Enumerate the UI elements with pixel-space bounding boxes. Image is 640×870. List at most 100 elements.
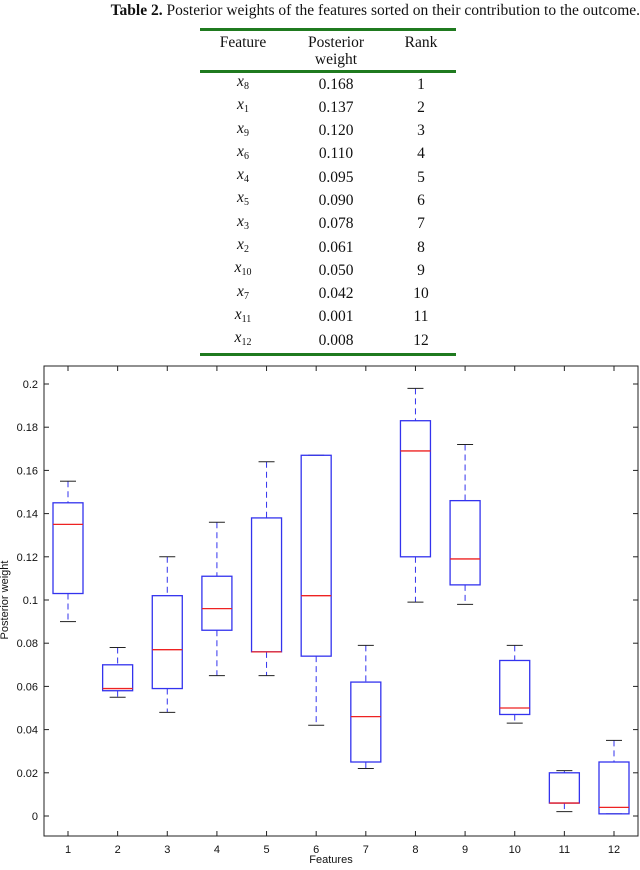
- feature-subscript: 8: [243, 81, 249, 92]
- feature-cell: x12: [200, 329, 286, 354]
- feature-cell: x6: [200, 143, 286, 166]
- rank-cell: 5: [417, 168, 425, 186]
- rank-cell: 9: [417, 261, 425, 279]
- y-tick-label: 0.2: [23, 379, 38, 391]
- weight-cell: 0.050: [318, 261, 354, 279]
- rank-cell: 4: [417, 145, 425, 163]
- table-row: x12 0.008 12: [200, 329, 456, 355]
- feature-subscript: 7: [243, 290, 249, 302]
- rank-cell: 8: [417, 238, 425, 256]
- feature-var: x: [237, 119, 244, 137]
- x-tick-label: 2: [115, 844, 121, 856]
- y-tick-label: 0.12: [17, 552, 38, 564]
- x-tick-label: 5: [263, 844, 269, 856]
- weight-cell: 0.110: [318, 145, 354, 163]
- feature-subscript: 2: [243, 244, 249, 256]
- weight-cell: 0.042: [318, 285, 354, 303]
- feature-subscript: 5: [243, 197, 249, 209]
- rank-cell: 1: [417, 75, 425, 93]
- table-row: x10 0.050 9: [200, 259, 456, 282]
- posterior-weights-table: Feature Posterior weight Rank x8 0.168 1 x1 0…: [200, 28, 456, 356]
- feature-var: x: [237, 96, 244, 114]
- plot-frame: [43, 365, 639, 837]
- feature-var: x: [237, 236, 244, 254]
- weight-cell: 0.001: [318, 308, 354, 326]
- box-iqr: [499, 659, 531, 716]
- box-iqr: [52, 502, 84, 595]
- table-row: x3 0.078 7: [200, 213, 456, 236]
- table-caption: Table 2. Posterior weights of the featur…: [0, 2, 640, 20]
- y-tick-label: 0.18: [17, 422, 38, 434]
- table-row: x6 0.110 4: [200, 143, 456, 166]
- rank-cell: 11: [413, 308, 429, 326]
- feature-cell: x7: [200, 283, 286, 306]
- y-axis-label: Posterior weight: [0, 561, 11, 640]
- feature-subscript: 12: [241, 337, 252, 349]
- box-iqr: [350, 681, 382, 763]
- feature-subscript: 4: [243, 174, 249, 186]
- weight-cell: 0.061: [318, 238, 354, 256]
- weight-cell: 0.095: [318, 168, 354, 186]
- feature-var: x: [237, 282, 244, 300]
- boxplot-chart: 0 0.02 0.04 0.06 0.08 0.1 0.12 0.14 0.16 0.18 0.2 1…: [0, 360, 640, 866]
- table-row: x9 0.120 3: [200, 120, 456, 143]
- rank-cell: 6: [417, 191, 425, 209]
- feature-var: x: [234, 305, 242, 323]
- feature-cell: x4: [200, 166, 286, 189]
- y-tick-label: 0.16: [17, 465, 38, 477]
- feature-subscript: 9: [243, 127, 249, 139]
- table-row: x4 0.095 5: [200, 166, 456, 189]
- feature-cell: x3: [200, 213, 286, 236]
- x-tick-label: 10: [509, 844, 521, 856]
- table-row: x7 0.042 10: [200, 283, 456, 306]
- feature-cell: x1: [200, 96, 286, 119]
- feature-cell: x10: [200, 259, 286, 282]
- feature-var: x: [234, 329, 242, 347]
- feature-subscript: 3: [243, 220, 249, 232]
- y-tick-label: 0.04: [17, 725, 38, 737]
- header-weight-line1: Posterior: [308, 34, 364, 51]
- feature-var: x: [237, 166, 244, 184]
- x-tick-label: 8: [412, 844, 418, 856]
- header-rank: Rank: [404, 34, 438, 51]
- box-iqr: [399, 420, 432, 558]
- x-tick-label: 9: [462, 844, 468, 856]
- box-iqr: [101, 664, 134, 692]
- rank-cell: 10: [413, 285, 429, 303]
- feature-var: x: [234, 259, 242, 277]
- weight-cell: 0.078: [318, 215, 354, 233]
- rank-cell: 2: [417, 98, 425, 116]
- weight-cell: 0.137: [318, 98, 354, 116]
- caption-label: Table 2.: [110, 2, 163, 19]
- table-row: x8 0.168 1: [200, 72, 456, 97]
- feature-subscript: 6: [243, 150, 249, 162]
- weight-cell: 0.008: [318, 331, 354, 349]
- feature-cell: x2: [200, 236, 286, 259]
- box-iqr: [201, 575, 233, 631]
- x-tick-label: 11: [559, 844, 570, 856]
- feature-cell: x5: [200, 189, 286, 212]
- boxplot-svg: 0 0.02 0.04 0.06 0.08 0.1 0.12 0.14 0.16 0.18 0.2 1…: [0, 365, 639, 866]
- table-row: x11 0.001 11: [200, 306, 456, 329]
- weight-cell: 0.090: [318, 191, 354, 209]
- header-weight-line2: weight: [314, 51, 358, 68]
- rank-cell: 12: [413, 331, 429, 349]
- y-tick-label: 0.06: [17, 681, 38, 693]
- y-tick-label: 0.02: [17, 768, 38, 780]
- feature-cell: x11: [200, 306, 286, 329]
- table-row: x2 0.061 8: [200, 236, 456, 259]
- feature-cell: x9: [200, 120, 286, 143]
- table-row: x1 0.137 2: [200, 96, 456, 119]
- rank-cell: 7: [417, 215, 425, 233]
- table-header-row: Feature Posterior weight Rank: [200, 29, 456, 72]
- y-tick-label: 0: [32, 811, 38, 823]
- feature-subscript: 11: [241, 313, 252, 325]
- header-posterior-weight: Posterior weight: [286, 30, 386, 72]
- x-axis-label: Features: [309, 854, 353, 865]
- y-tick-label: 0.1: [23, 595, 38, 607]
- box-iqr: [250, 517, 283, 653]
- box-iqr: [548, 772, 581, 804]
- feature-var: x: [237, 189, 244, 207]
- box-iqr: [300, 454, 332, 657]
- feature-var: x: [237, 142, 244, 160]
